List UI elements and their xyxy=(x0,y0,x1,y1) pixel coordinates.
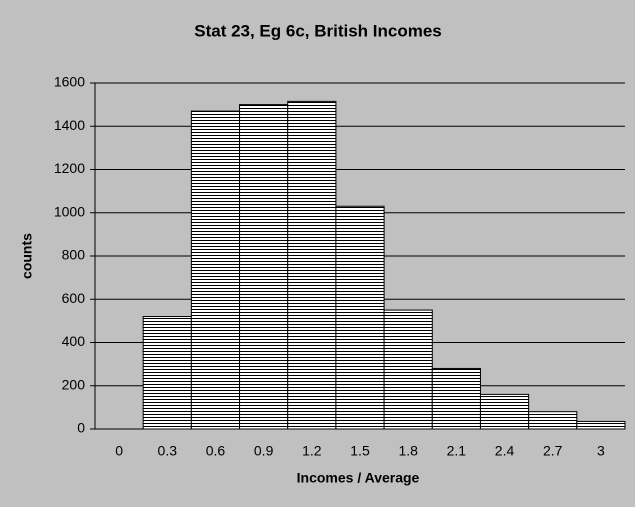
y-tick-label: 800 xyxy=(62,247,86,263)
bar xyxy=(479,393,530,430)
bar xyxy=(528,411,578,430)
bar xyxy=(383,309,433,430)
x-tick-label: 1.5 xyxy=(350,443,370,459)
x-tick-label: 2.4 xyxy=(495,443,515,459)
y-tick-label: 600 xyxy=(62,290,86,306)
x-tick-label: 0 xyxy=(115,443,123,459)
x-tick-label: 3 xyxy=(597,443,605,459)
bar xyxy=(335,205,385,430)
y-tick-label: 0 xyxy=(77,420,85,436)
y-tick-label: 1400 xyxy=(54,117,85,133)
y-tick-label: 400 xyxy=(62,333,86,349)
x-tick-label: 2.7 xyxy=(543,443,563,459)
x-tick-label: 0.6 xyxy=(206,443,226,459)
x-tick-label: 2.1 xyxy=(447,443,467,459)
x-axis-label: Incomes / Average xyxy=(297,470,420,486)
bar xyxy=(190,110,241,430)
y-tick-label: 1000 xyxy=(54,203,85,219)
x-tick-label: 0.9 xyxy=(254,443,274,459)
bar xyxy=(239,104,289,430)
x-tick-label: 0.3 xyxy=(158,443,178,459)
bar xyxy=(287,100,337,430)
y-tick-label: 1200 xyxy=(54,160,85,176)
bar xyxy=(431,367,481,430)
chart-title: Stat 23, Eg 6c, British Incomes xyxy=(194,21,442,40)
bar xyxy=(576,420,626,430)
x-tick-label: 1.8 xyxy=(398,443,418,459)
bar xyxy=(142,316,192,430)
x-tick-label: 1.2 xyxy=(302,443,322,459)
y-tick-label: 200 xyxy=(62,376,86,392)
y-tick-label: 1600 xyxy=(54,74,85,90)
y-axis-label: counts xyxy=(19,233,35,279)
